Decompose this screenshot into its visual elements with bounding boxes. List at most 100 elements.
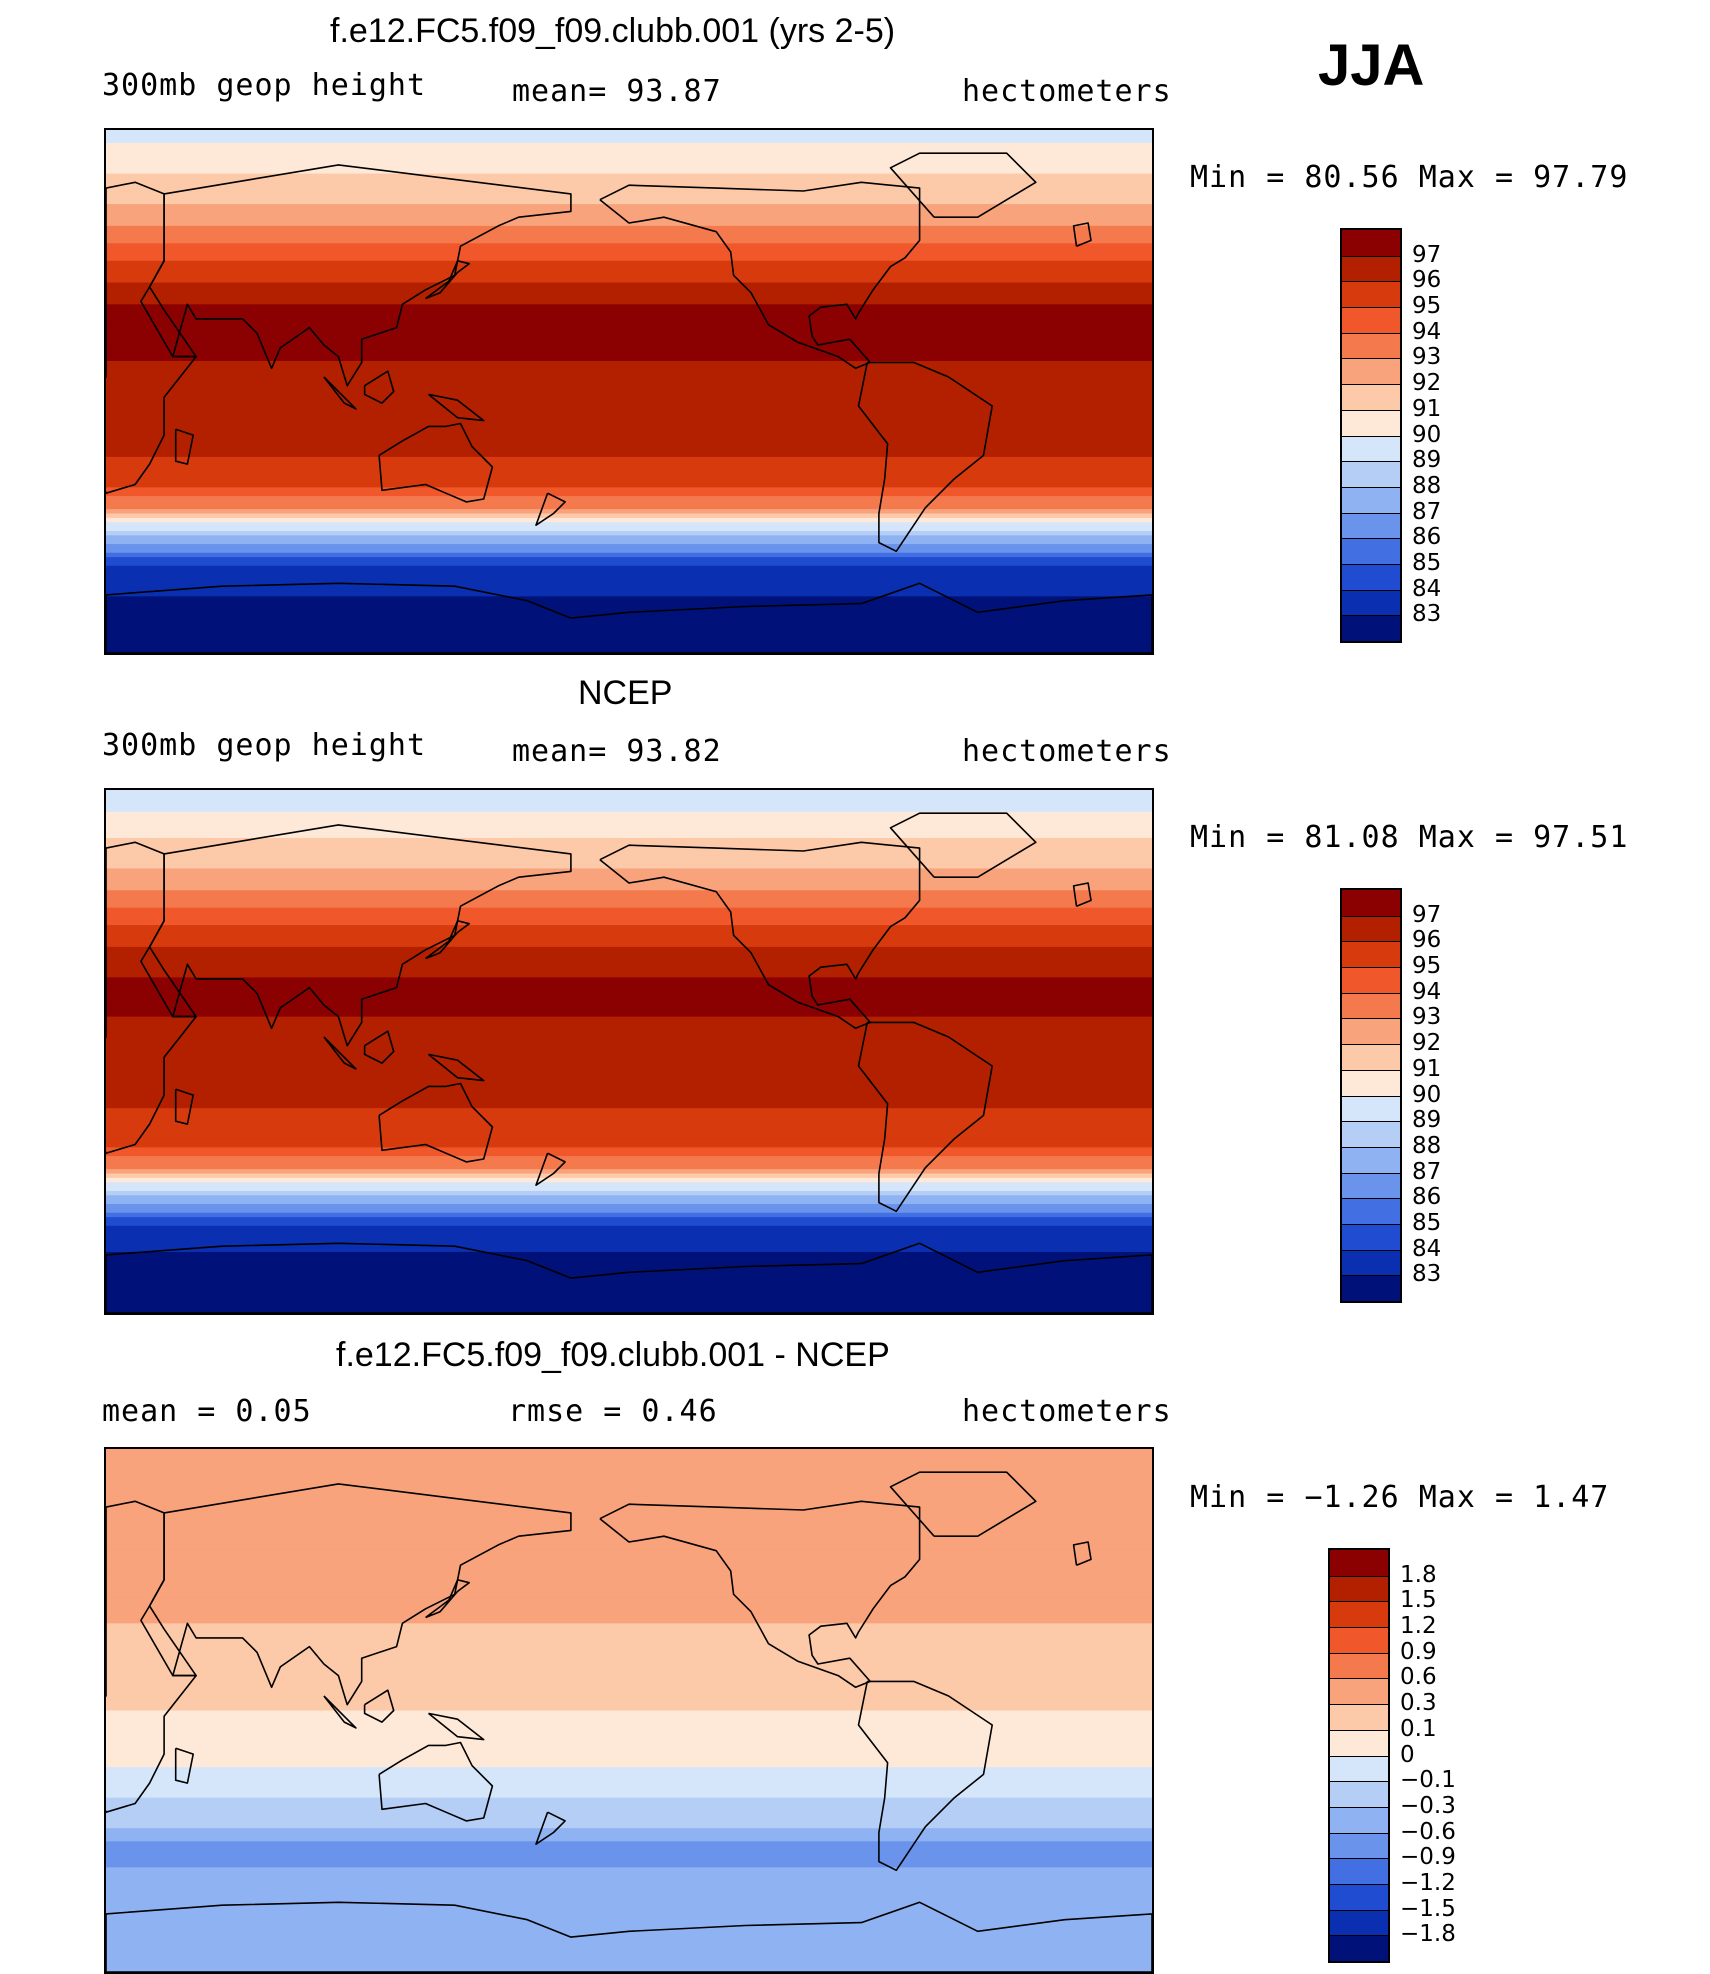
contour-band [106, 977, 1152, 983]
contour-band [106, 1932, 1152, 1938]
contour-band [106, 1077, 1152, 1083]
contour-band [106, 1876, 1152, 1882]
panel3-title: f.e12.FC5.f09_f09.clubb.001 - NCEP [336, 1336, 890, 1374]
contour-band [106, 1893, 1152, 1899]
colorbar-box [1342, 486, 1400, 513]
contour-band [106, 247, 1152, 253]
contour-band [106, 1597, 1152, 1603]
colorbar-tick-label: 94 [1412, 318, 1442, 345]
colorbar-tick-label: 93 [1412, 344, 1442, 371]
colorbar-tick-label: −0.3 [1400, 1792, 1456, 1819]
contour-band [106, 1265, 1152, 1271]
contour-band [106, 1278, 1152, 1284]
contour-band [106, 339, 1152, 345]
contour-band [106, 199, 1152, 205]
contour-band [106, 959, 1152, 965]
colorbar-tick-label: −1.8 [1400, 1921, 1456, 1948]
colorbar-box [1342, 230, 1400, 256]
contour-band [106, 1653, 1152, 1659]
contour-band [106, 500, 1152, 506]
contour-band [106, 382, 1152, 388]
contour-band [106, 243, 1152, 249]
panel3-colorbar [1328, 1548, 1390, 1963]
contour-band [106, 999, 1152, 1005]
contour-band [106, 1186, 1152, 1192]
contour-band [106, 1579, 1152, 1585]
contour-band [106, 1514, 1152, 1520]
coastline [425, 1579, 470, 1619]
contour-band [106, 1475, 1152, 1481]
contour-band [106, 256, 1152, 262]
coastline [535, 1811, 566, 1845]
colorbar-box [1342, 1249, 1400, 1276]
contour-band [106, 1466, 1152, 1472]
contour-band [106, 1614, 1152, 1620]
contour-band [106, 443, 1152, 449]
contour-band [106, 491, 1152, 497]
contour-band [106, 885, 1152, 891]
contour-band [106, 1195, 1152, 1201]
contour-band [106, 557, 1152, 563]
map-svg [106, 130, 1152, 653]
contour-band [106, 474, 1152, 480]
contour-band [106, 1636, 1152, 1642]
coastline [148, 824, 572, 1047]
contour-band [106, 1256, 1152, 1262]
contour-band [106, 1291, 1152, 1297]
contour-band [106, 631, 1152, 637]
coastline [106, 582, 1152, 653]
colorbar-tick-label: 92 [1412, 1030, 1442, 1057]
contour-band [106, 391, 1152, 397]
contour-band [106, 881, 1152, 887]
coastline [378, 422, 494, 503]
contour-band [106, 1623, 1152, 1629]
contour-band [106, 1147, 1152, 1153]
panel3-map [104, 1447, 1154, 1974]
colorbar-box [1342, 1172, 1400, 1199]
contour-band [106, 1749, 1152, 1755]
contour-band [106, 1858, 1152, 1864]
contour-band [106, 1204, 1152, 1209]
contour-band [106, 417, 1152, 423]
colorbar-box [1330, 1858, 1388, 1884]
contour-band [106, 1954, 1152, 1960]
contour-band [106, 1156, 1152, 1162]
contour-band [106, 1531, 1152, 1537]
contour-band [106, 912, 1152, 917]
contour-band [106, 1251, 1152, 1257]
contour-band [106, 238, 1152, 244]
contour-band [106, 334, 1152, 340]
contour-band [106, 282, 1152, 288]
contour-band [106, 1632, 1152, 1638]
contour-band [106, 483, 1152, 488]
contour-band [106, 1121, 1152, 1127]
panel1-variable-label: 300mb geop height [102, 68, 427, 103]
contour-band [106, 1116, 1152, 1122]
coastline [363, 1689, 395, 1723]
coastline [427, 1053, 485, 1082]
colorbar-box [1330, 1806, 1388, 1833]
contour-band [106, 1173, 1152, 1179]
coastline [323, 376, 357, 410]
colorbar-box [1342, 615, 1400, 641]
contour-band [106, 1854, 1152, 1860]
contour-band [106, 1806, 1152, 1812]
contour-band [106, 1034, 1152, 1040]
contour-band [106, 591, 1152, 597]
contour-band [106, 365, 1152, 371]
contour-band [106, 1190, 1152, 1196]
coastline [425, 260, 470, 300]
coastline [378, 1082, 494, 1163]
contour-band [106, 938, 1152, 944]
contour-band [106, 1492, 1152, 1498]
contour-band [106, 356, 1152, 362]
colorbar-tick-label: 89 [1412, 447, 1442, 474]
contour-band [106, 291, 1152, 297]
contour-band [106, 1640, 1152, 1646]
coastline [1072, 1541, 1092, 1566]
contour-band [106, 539, 1152, 545]
colorbar-box [1342, 992, 1400, 1019]
contour-band [106, 1082, 1152, 1087]
contour-band [106, 1060, 1152, 1066]
contour-band [106, 230, 1152, 236]
